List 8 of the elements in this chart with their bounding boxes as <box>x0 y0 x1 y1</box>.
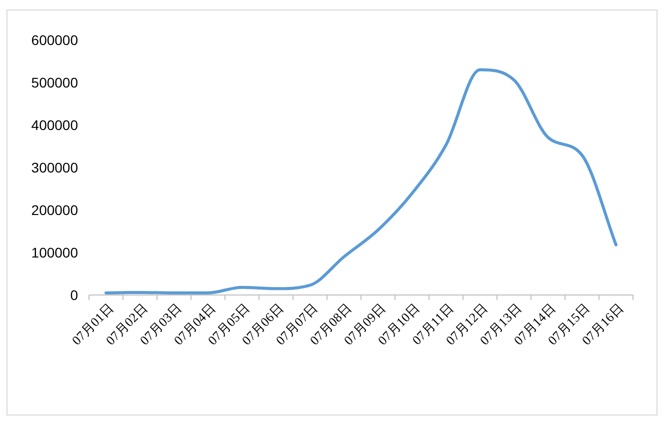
y-tick-label: 500000 <box>31 74 78 90</box>
y-tick-label: 0 <box>70 287 78 303</box>
y-tick-label: 300000 <box>31 160 78 176</box>
y-tick-label: 600000 <box>31 32 78 48</box>
line-series <box>104 68 618 294</box>
y-tick-label: 200000 <box>31 202 78 218</box>
y-tick-label: 100000 <box>31 244 78 260</box>
y-tick-label: 400000 <box>31 117 78 133</box>
